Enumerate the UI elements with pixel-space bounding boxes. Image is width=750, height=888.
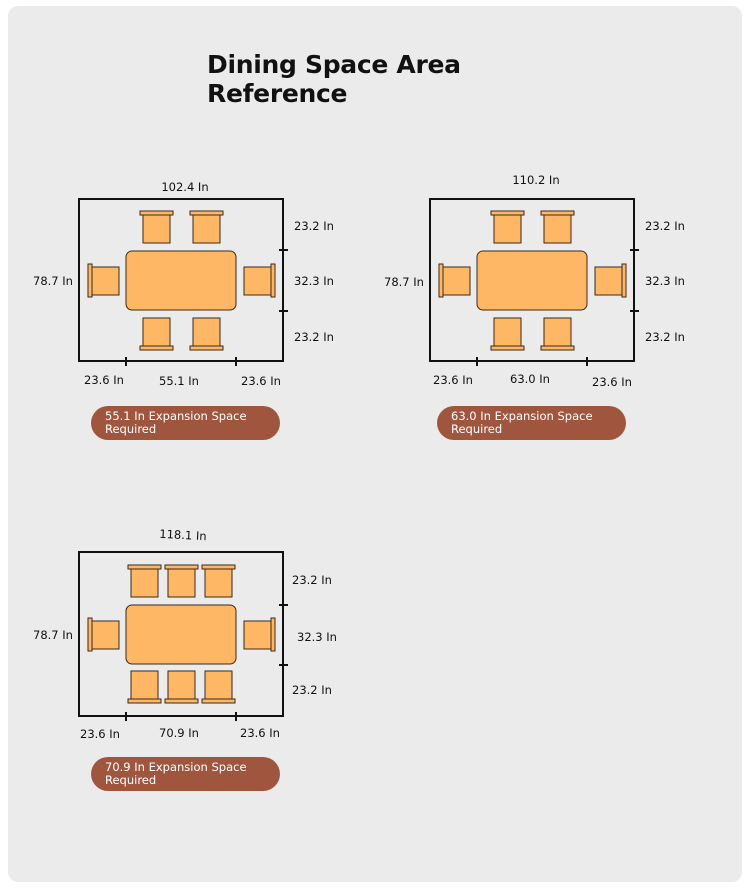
depth-label-bottom: 23.2 In	[294, 330, 334, 344]
note-line-2: Required	[105, 421, 157, 436]
chair-bottom-1	[490, 317, 525, 351]
note-line-2: Required	[105, 772, 157, 787]
title-line-1: Dining Space Area	[207, 50, 461, 79]
chair-bottom-1	[139, 317, 174, 351]
depth-label-top: 23.2 In	[294, 219, 334, 233]
note-line-2: Required	[451, 421, 503, 436]
room-outline	[78, 198, 284, 362]
chair-bottom-2	[540, 317, 575, 351]
length-label-right: 23.6 In	[592, 375, 632, 389]
length-label-table: 70.9 In	[159, 726, 199, 740]
title-line-2: Reference	[207, 79, 348, 108]
chair-top-1	[139, 210, 174, 244]
expansion-note-1: 55.1 In Expansion Space Required	[91, 406, 280, 440]
dining-table	[125, 250, 237, 311]
note-line-1: 63.0 In Expansion Space	[451, 409, 593, 423]
length-label-table: 63.0 In	[510, 372, 550, 386]
chair-top-2	[164, 564, 199, 598]
chair-right	[243, 263, 276, 298]
depth-label-bottom: 23.2 In	[292, 683, 332, 697]
expansion-note-3: 70.9 In Expansion Space Required	[91, 757, 280, 791]
length-label-table: 55.1 In	[159, 374, 199, 388]
chair-bottom-3	[201, 670, 236, 704]
length-label-right: 23.6 In	[240, 726, 280, 740]
chair-left	[438, 263, 471, 298]
length-label-left: 23.6 In	[84, 373, 124, 387]
depth-label-table: 32.3 In	[645, 274, 685, 288]
note-line-1: 70.9 In Expansion Space	[105, 760, 247, 774]
room-outline	[78, 551, 284, 717]
chair-top-2	[540, 210, 575, 244]
chair-top-2	[189, 210, 224, 244]
diagram-card	[8, 6, 742, 882]
height-label: 78.7 In	[33, 274, 73, 288]
depth-label-table: 32.3 In	[294, 274, 334, 288]
width-label: 110.2 In	[512, 173, 559, 187]
chair-bottom-2	[164, 670, 199, 704]
chair-left	[87, 263, 120, 298]
chair-top-1	[490, 210, 525, 244]
depth-label-top: 23.2 In	[645, 219, 685, 233]
floor-plan-3: 118.1 In 78.7 In	[33, 527, 337, 741]
page-title: Dining Space Area Reference	[207, 50, 461, 108]
dining-table	[476, 250, 588, 311]
floor-plan-2: 110.2 In 78.7 In	[384, 173, 685, 389]
floor-plan-1: 102.4 In 78.7 In	[33, 180, 334, 388]
length-label-left: 23.6 In	[80, 727, 120, 741]
chair-right	[594, 263, 627, 298]
chair-top-1	[127, 564, 162, 598]
depth-label-top: 23.2 In	[292, 573, 332, 587]
room-outline	[429, 198, 635, 362]
depth-label-table: 32.3 In	[297, 630, 337, 644]
chair-bottom-2	[189, 317, 224, 351]
depth-label-bottom: 23.2 In	[645, 330, 685, 344]
height-label: 78.7 In	[384, 275, 424, 289]
length-label-left: 23.6 In	[433, 373, 473, 387]
width-label: 102.4 In	[161, 180, 208, 194]
chair-top-3	[201, 564, 236, 598]
height-label: 78.7 In	[33, 628, 73, 642]
dining-table	[125, 604, 237, 665]
chair-left	[87, 617, 120, 652]
width-label: 118.1 In	[159, 527, 207, 543]
note-line-1: 55.1 In Expansion Space	[105, 409, 247, 423]
expansion-note-2: 63.0 In Expansion Space Required	[437, 406, 626, 440]
chair-right	[243, 617, 276, 652]
chair-bottom-1	[127, 670, 162, 704]
length-label-right: 23.6 In	[241, 374, 281, 388]
